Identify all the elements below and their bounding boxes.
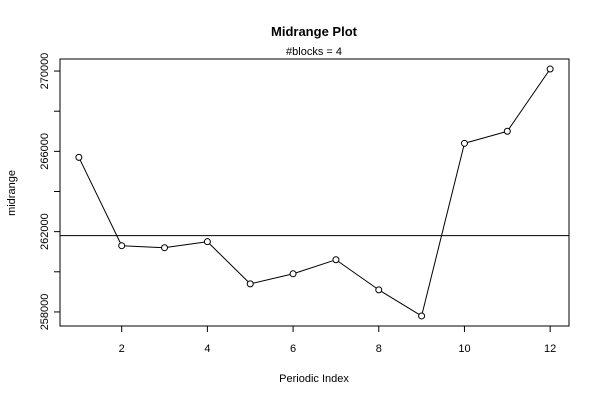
- y-tick-label: 258000: [39, 294, 51, 331]
- chart-title: Midrange Plot: [271, 24, 358, 39]
- x-tick-label: 12: [544, 343, 556, 355]
- series-segment: [295, 260, 334, 274]
- series-segment: [124, 245, 162, 249]
- series-segment: [381, 290, 420, 315]
- data-point: [460, 139, 468, 147]
- x-tick-label: 6: [290, 343, 296, 355]
- data-point: [203, 238, 211, 246]
- x-tick-label: 10: [458, 343, 470, 355]
- data-point: [503, 127, 511, 135]
- data-point: [418, 312, 426, 320]
- y-axis: 258000 262000 266000 270000: [39, 53, 60, 331]
- y-tick-label: 262000: [39, 213, 51, 250]
- y-tick-label: 270000: [39, 53, 51, 90]
- x-tick-label: 2: [119, 343, 125, 355]
- plot-frame: [59, 58, 570, 327]
- series-segment: [338, 261, 377, 289]
- data-point: [546, 65, 554, 73]
- series-layer: [75, 65, 554, 320]
- data-point: [161, 244, 169, 252]
- series-segment: [508, 71, 549, 130]
- series-segment: [167, 241, 205, 248]
- data-point: [246, 280, 254, 288]
- data-point: [375, 286, 383, 294]
- data-point: [332, 256, 340, 264]
- data-point: [289, 270, 297, 278]
- series-segment: [253, 274, 291, 284]
- data-point: [118, 242, 126, 250]
- chart-subtitle: #blocks = 4: [286, 46, 342, 58]
- series-segment: [467, 131, 505, 143]
- y-tick-label: 266000: [39, 133, 51, 170]
- x-axis: 2 4 6 8 10 12: [119, 326, 556, 355]
- series-segment: [79, 159, 121, 244]
- x-tick-label: 4: [204, 343, 210, 355]
- x-tick-label: 8: [376, 343, 382, 355]
- series-segment: [421, 146, 465, 314]
- data-point: [75, 153, 83, 161]
- y-axis-label: midrange: [6, 170, 18, 216]
- series-segment: [209, 243, 249, 283]
- x-axis-label: Periodic Index: [279, 373, 349, 385]
